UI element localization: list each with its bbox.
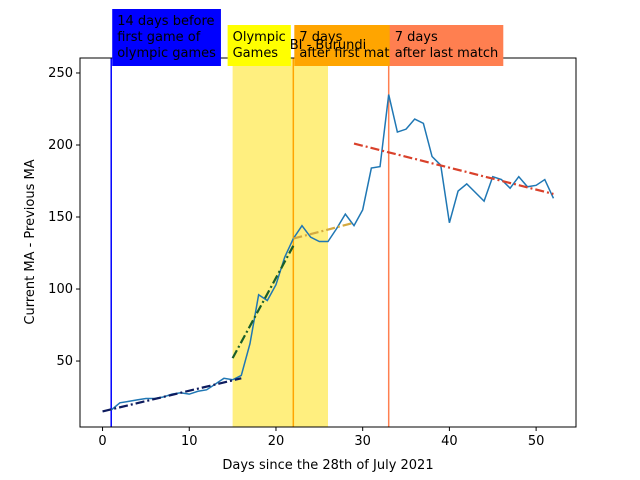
annotation-text: 7 days	[299, 30, 342, 45]
annotation-text: after first match	[299, 46, 405, 61]
olympic-span	[232, 58, 328, 427]
annotation-text: olympic games	[117, 46, 216, 61]
y-tick-label: 100	[48, 282, 73, 297]
trend-line	[353, 142, 554, 196]
x-tick-label: 10	[181, 434, 198, 449]
annotation-box	[389, 25, 504, 66]
data-line	[110, 94, 555, 411]
y-tick-label: 150	[48, 210, 73, 225]
annotation-box	[112, 9, 221, 66]
x-tick-label: 30	[354, 434, 371, 449]
x-tick-label: 20	[268, 434, 285, 449]
annotation-box	[227, 25, 291, 66]
annotation-text: after last match	[395, 46, 499, 61]
annotation-text: Games	[233, 46, 279, 61]
annotation-text: first game of	[117, 30, 201, 45]
chart-title: BI - Burundi	[290, 38, 367, 53]
annotation-text: 14 days before	[117, 14, 214, 29]
y-tick-label: 250	[48, 66, 73, 81]
y-tick-label: 200	[48, 138, 73, 153]
annotation-text: 7 days	[395, 30, 438, 45]
y-axis-label: Current MA - Previous MA	[23, 159, 38, 324]
y-tick-label: 50	[56, 354, 73, 369]
annotation-text: Olympic	[233, 30, 286, 45]
trend-line	[102, 377, 242, 413]
x-tick-label: 0	[98, 434, 106, 449]
plot-area	[102, 58, 555, 427]
x-axis-label: Days since the 28th of July 2021	[222, 458, 433, 473]
trend-line	[231, 245, 295, 359]
x-tick-label: 50	[528, 434, 545, 449]
x-tick-label: 40	[441, 434, 458, 449]
trend-line	[293, 221, 355, 240]
